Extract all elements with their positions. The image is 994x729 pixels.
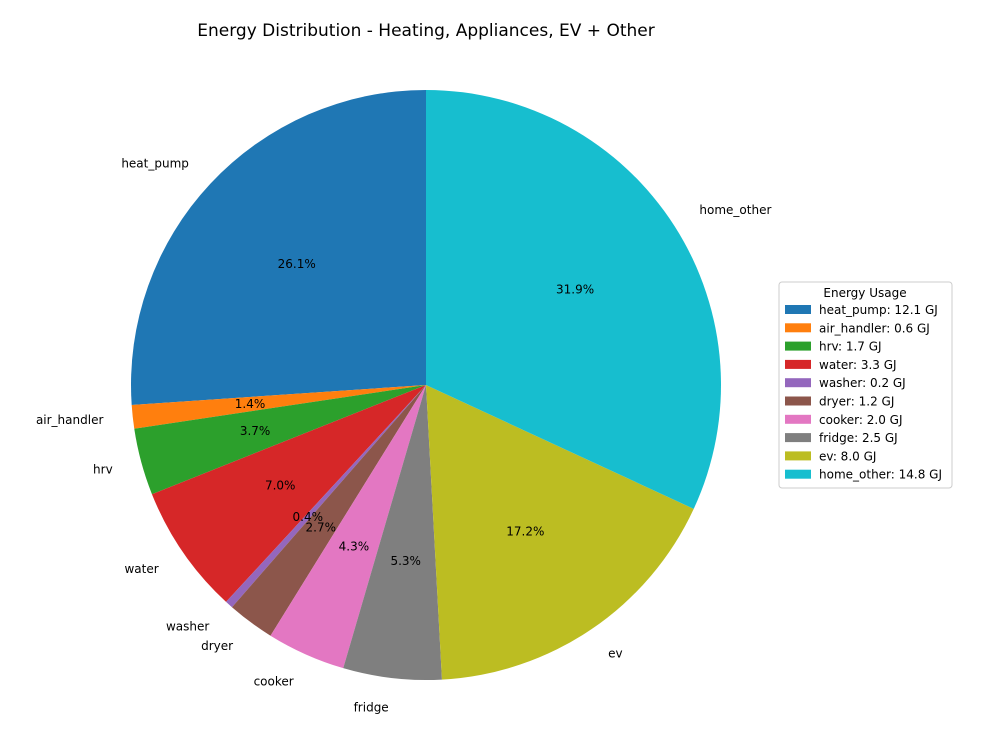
percent-label-washer: 0.4% bbox=[293, 510, 324, 524]
pie-slice-air-handler bbox=[131, 385, 426, 429]
chart-title: Energy Distribution - Heating, Appliance… bbox=[197, 21, 654, 41]
pie-slice-home-other bbox=[426, 90, 721, 509]
percent-label-cooker: 4.3% bbox=[339, 540, 370, 554]
pie-slice-ev bbox=[426, 385, 694, 680]
legend-label-heat-pump: heat_pump: 12.1 GJ bbox=[819, 303, 938, 317]
legend-swatch-dryer bbox=[785, 396, 811, 406]
legend-frame bbox=[778, 281, 953, 489]
legend-swatch-heat-pump bbox=[785, 305, 811, 314]
slice-label-air-handler: air_handler bbox=[36, 413, 104, 427]
legend-swatch-water bbox=[785, 359, 811, 369]
slice-label-ev: ev bbox=[608, 647, 622, 661]
legend-swatch-home-other bbox=[785, 469, 811, 479]
percent-label-water: 7.0% bbox=[265, 478, 296, 492]
legend-label-hrv: hrv: 1.7 GJ bbox=[819, 340, 882, 354]
percent-label-dryer: 2.7% bbox=[306, 520, 337, 534]
legend-swatch-hrv bbox=[785, 341, 811, 351]
legend-swatch-cooker bbox=[785, 414, 811, 424]
legend-label-water: water: 3.3 GJ bbox=[819, 358, 897, 372]
legend-swatch-washer bbox=[785, 378, 811, 388]
pie-slice-cooker bbox=[270, 385, 426, 669]
legend-label-air-handler: air_handler: 0.6 GJ bbox=[819, 321, 930, 335]
percent-label-home-other: 31.9% bbox=[556, 283, 594, 297]
slice-label-cooker: cooker bbox=[254, 674, 294, 688]
slice-label-washer: washer bbox=[166, 620, 209, 634]
percent-label-air-handler: 1.4% bbox=[235, 397, 266, 411]
slice-label-heat-pump: heat_pump bbox=[121, 156, 189, 170]
legend-label-home-other: home_other: 14.8 GJ bbox=[819, 468, 942, 482]
pie-slice-dryer bbox=[231, 385, 426, 636]
slice-label-fridge: fridge bbox=[354, 700, 389, 714]
percent-labels: 26.1% 1.4% 3.7% 7.0% 0.4%2.7%4.3% 5.3% 17.2% 31… bbox=[235, 257, 594, 568]
percent-label-fridge: 5.3% bbox=[390, 554, 421, 568]
slice-label-dryer: dryer bbox=[201, 639, 233, 653]
slice-label-hrv: hrv bbox=[93, 463, 113, 477]
percent-label-ev: 17.2% bbox=[506, 525, 544, 539]
slice-label-water: water bbox=[124, 562, 158, 576]
legend-items: heat_pump: 12.1 GJ air_handler: 0.6 GJ hrv… bbox=[785, 303, 942, 482]
legend-swatch-air-handler bbox=[785, 323, 811, 333]
pie-slice-washer bbox=[226, 385, 426, 608]
legend: Energy Usage heat_pump: 12.1 GJ air_handl… bbox=[778, 281, 953, 489]
slice-label-home-other: home_other bbox=[699, 203, 771, 217]
percent-label-hrv: 3.7% bbox=[240, 424, 271, 438]
percent-label-heat-pump: 26.1% bbox=[278, 257, 316, 271]
pie-slice-heat-pump bbox=[131, 90, 426, 405]
legend-label-cooker: cooker: 2.0 GJ bbox=[819, 413, 903, 427]
legend-label-fridge: fridge: 2.5 GJ bbox=[819, 431, 898, 445]
pie-slice-fridge bbox=[343, 385, 442, 681]
pie-slice-water bbox=[151, 385, 426, 602]
legend-title: Energy Usage bbox=[823, 286, 906, 300]
legend-swatch-ev bbox=[785, 451, 811, 461]
legend-swatch-fridge bbox=[785, 433, 811, 443]
legend-label-ev: ev: 8.0 GJ bbox=[819, 449, 876, 463]
legend-label-dryer: dryer: 1.2 GJ bbox=[819, 395, 894, 409]
legend-label-washer: washer: 0.2 GJ bbox=[819, 376, 906, 390]
pie-slice-hrv bbox=[134, 385, 426, 495]
pie-slices bbox=[131, 90, 721, 681]
